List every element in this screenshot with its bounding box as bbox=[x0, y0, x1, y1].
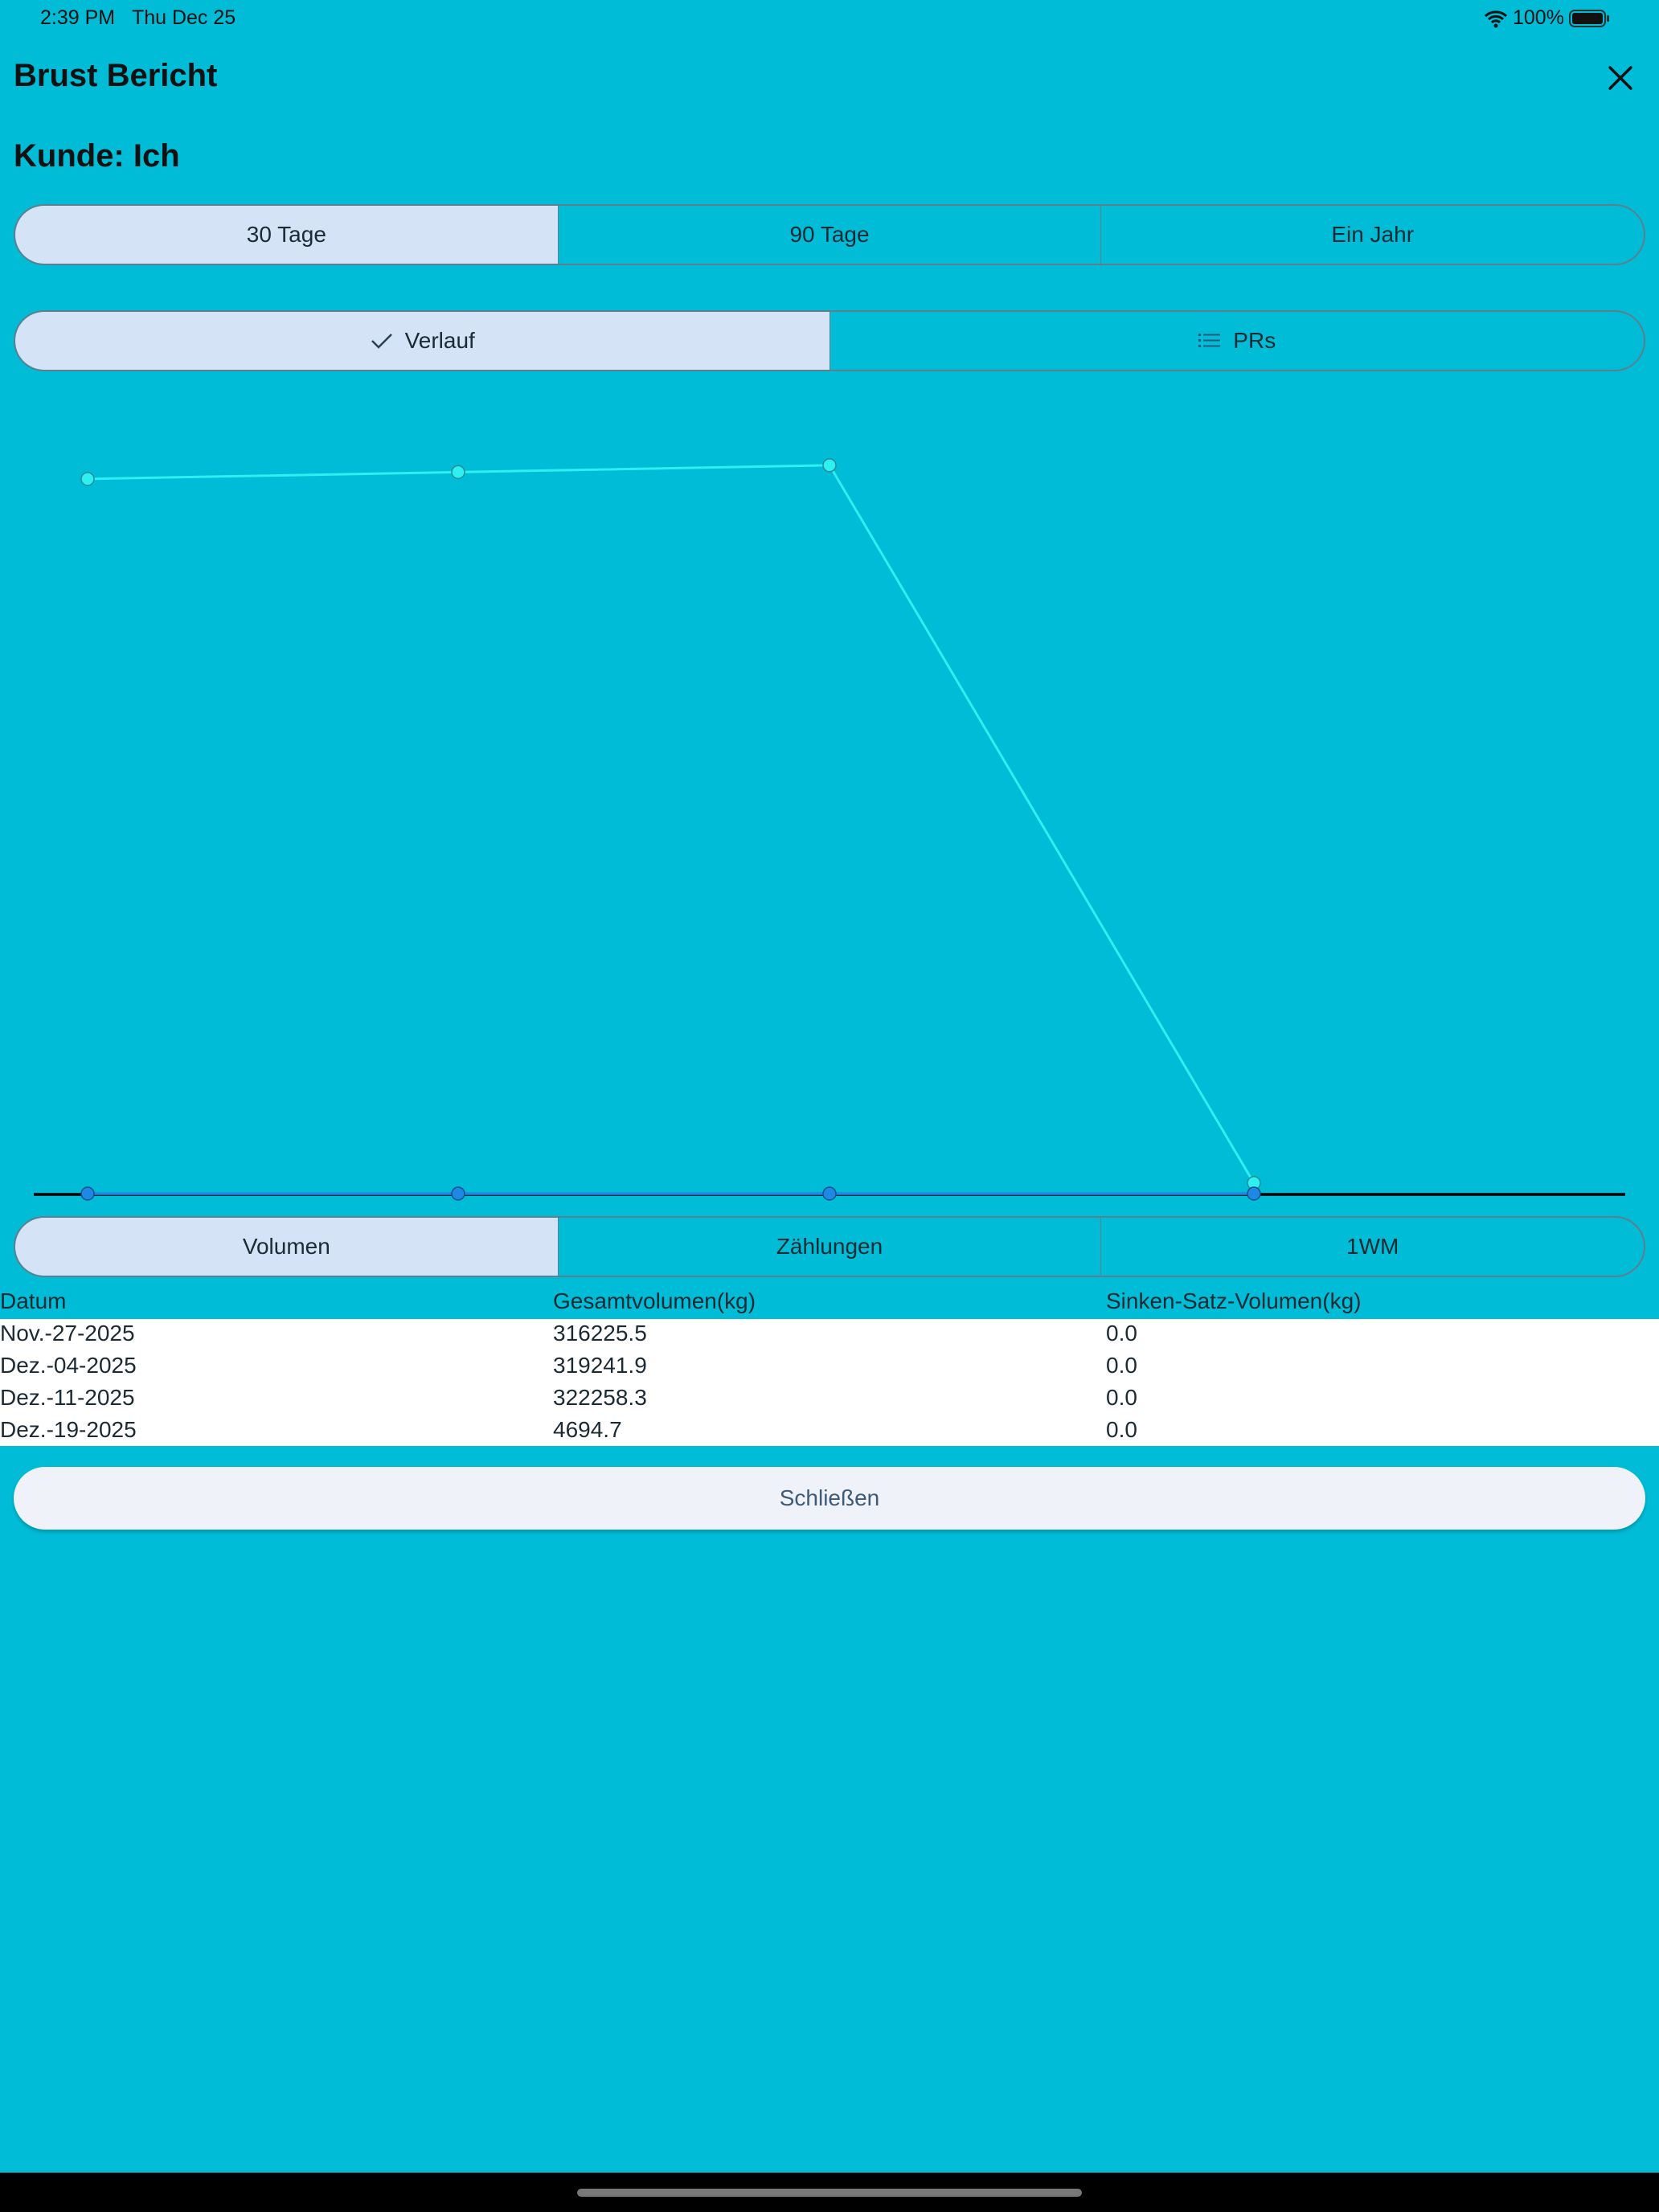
data-point[interactable] bbox=[80, 1186, 95, 1201]
battery-percent: 100% bbox=[1513, 6, 1564, 29]
client-label: Kunde: Ich bbox=[14, 138, 180, 174]
table-body: Nov.-27-2025 316225.5 0.0 Dez.-04-2025 31924… bbox=[0, 1319, 1659, 1446]
data-point[interactable] bbox=[451, 1186, 465, 1201]
status-right: 100% bbox=[1484, 6, 1611, 30]
tab-1wm[interactable]: 1WM bbox=[1100, 1218, 1644, 1276]
table-cell: 319241.9 bbox=[553, 1353, 647, 1378]
range-segmented-control: 30 Tage 90 Tage Ein Jahr bbox=[14, 204, 1645, 265]
battery-icon bbox=[1568, 9, 1609, 27]
page-title: Brust Bericht bbox=[14, 58, 218, 93]
data-point[interactable] bbox=[80, 472, 95, 486]
table-row: Dez.-19-2025 4694.7 0.0 bbox=[0, 1415, 1659, 1448]
close-button[interactable]: Schließen bbox=[14, 1467, 1645, 1530]
close-icon[interactable] bbox=[1604, 61, 1637, 95]
table-cell: 0.0 bbox=[1106, 1417, 1137, 1442]
table-cell: 0.0 bbox=[1106, 1385, 1137, 1410]
table-cell: 0.0 bbox=[1106, 1353, 1137, 1378]
table-cell: 322258.3 bbox=[553, 1385, 647, 1410]
header-drop-set-volume: Sinken-Satz-Volumen(kg) bbox=[1106, 1288, 1362, 1313]
tab-prs[interactable]: PRs bbox=[829, 312, 1645, 370]
tab-label: Zählungen bbox=[776, 1234, 883, 1259]
tab-label: 1WM bbox=[1346, 1234, 1399, 1259]
metric-segmented-control: Volumen Zählungen 1WM bbox=[14, 1216, 1645, 1277]
volume-chart bbox=[34, 458, 1625, 1201]
tab-verlauf[interactable]: Verlauf bbox=[15, 312, 830, 370]
data-point[interactable] bbox=[822, 458, 837, 473]
tab-90-days[interactable]: 90 Tage bbox=[557, 206, 1101, 264]
table-cell: Dez.-04-2025 bbox=[0, 1353, 137, 1378]
series-line-0 bbox=[87, 464, 1256, 1184]
tab-label: 90 Tage bbox=[789, 222, 870, 247]
header-total-volume: Gesamtvolumen(kg) bbox=[553, 1288, 756, 1313]
tab-volumen[interactable]: Volumen bbox=[15, 1218, 558, 1276]
data-point[interactable] bbox=[1247, 1186, 1261, 1201]
view-segmented-control: Verlauf PRs bbox=[14, 310, 1645, 371]
table-cell: Dez.-11-2025 bbox=[0, 1385, 135, 1410]
tab-label: PRs bbox=[1233, 328, 1276, 353]
data-point[interactable] bbox=[822, 1186, 837, 1201]
tab-30-days[interactable]: 30 Tage bbox=[15, 206, 558, 264]
table-cell: 4694.7 bbox=[553, 1417, 622, 1442]
tab-label: 30 Tage bbox=[246, 222, 326, 247]
home-indicator[interactable] bbox=[577, 2189, 1082, 2197]
checkmark-icon bbox=[371, 334, 392, 349]
table-header: Datum Gesamtvolumen(kg) Sinken-Satz-Volu… bbox=[0, 1288, 1659, 1317]
data-point[interactable] bbox=[451, 465, 465, 480]
tab-label: Ein Jahr bbox=[1331, 222, 1415, 247]
status-date: Thu Dec 25 bbox=[131, 6, 236, 29]
tab-zaehlungen[interactable]: Zählungen bbox=[557, 1218, 1101, 1276]
table-row: Dez.-04-2025 319241.9 0.0 bbox=[0, 1351, 1659, 1383]
table-row: Nov.-27-2025 316225.5 0.0 bbox=[0, 1319, 1659, 1351]
table-cell: Nov.-27-2025 bbox=[0, 1321, 135, 1346]
table-cell: 0.0 bbox=[1106, 1321, 1137, 1346]
list-icon bbox=[1198, 334, 1221, 347]
header-datum: Datum bbox=[0, 1288, 67, 1313]
table-cell: 316225.5 bbox=[553, 1321, 647, 1346]
table-cell: Dez.-19-2025 bbox=[0, 1417, 137, 1442]
tab-one-year[interactable]: Ein Jahr bbox=[1100, 206, 1644, 264]
table-row: Dez.-11-2025 322258.3 0.0 bbox=[0, 1383, 1659, 1415]
tab-label: Volumen bbox=[242, 1234, 330, 1259]
status-time: 2:39 PM Thu Dec 25 bbox=[40, 6, 236, 29]
tab-label: Verlauf bbox=[404, 328, 475, 353]
wifi-icon bbox=[1484, 10, 1508, 27]
